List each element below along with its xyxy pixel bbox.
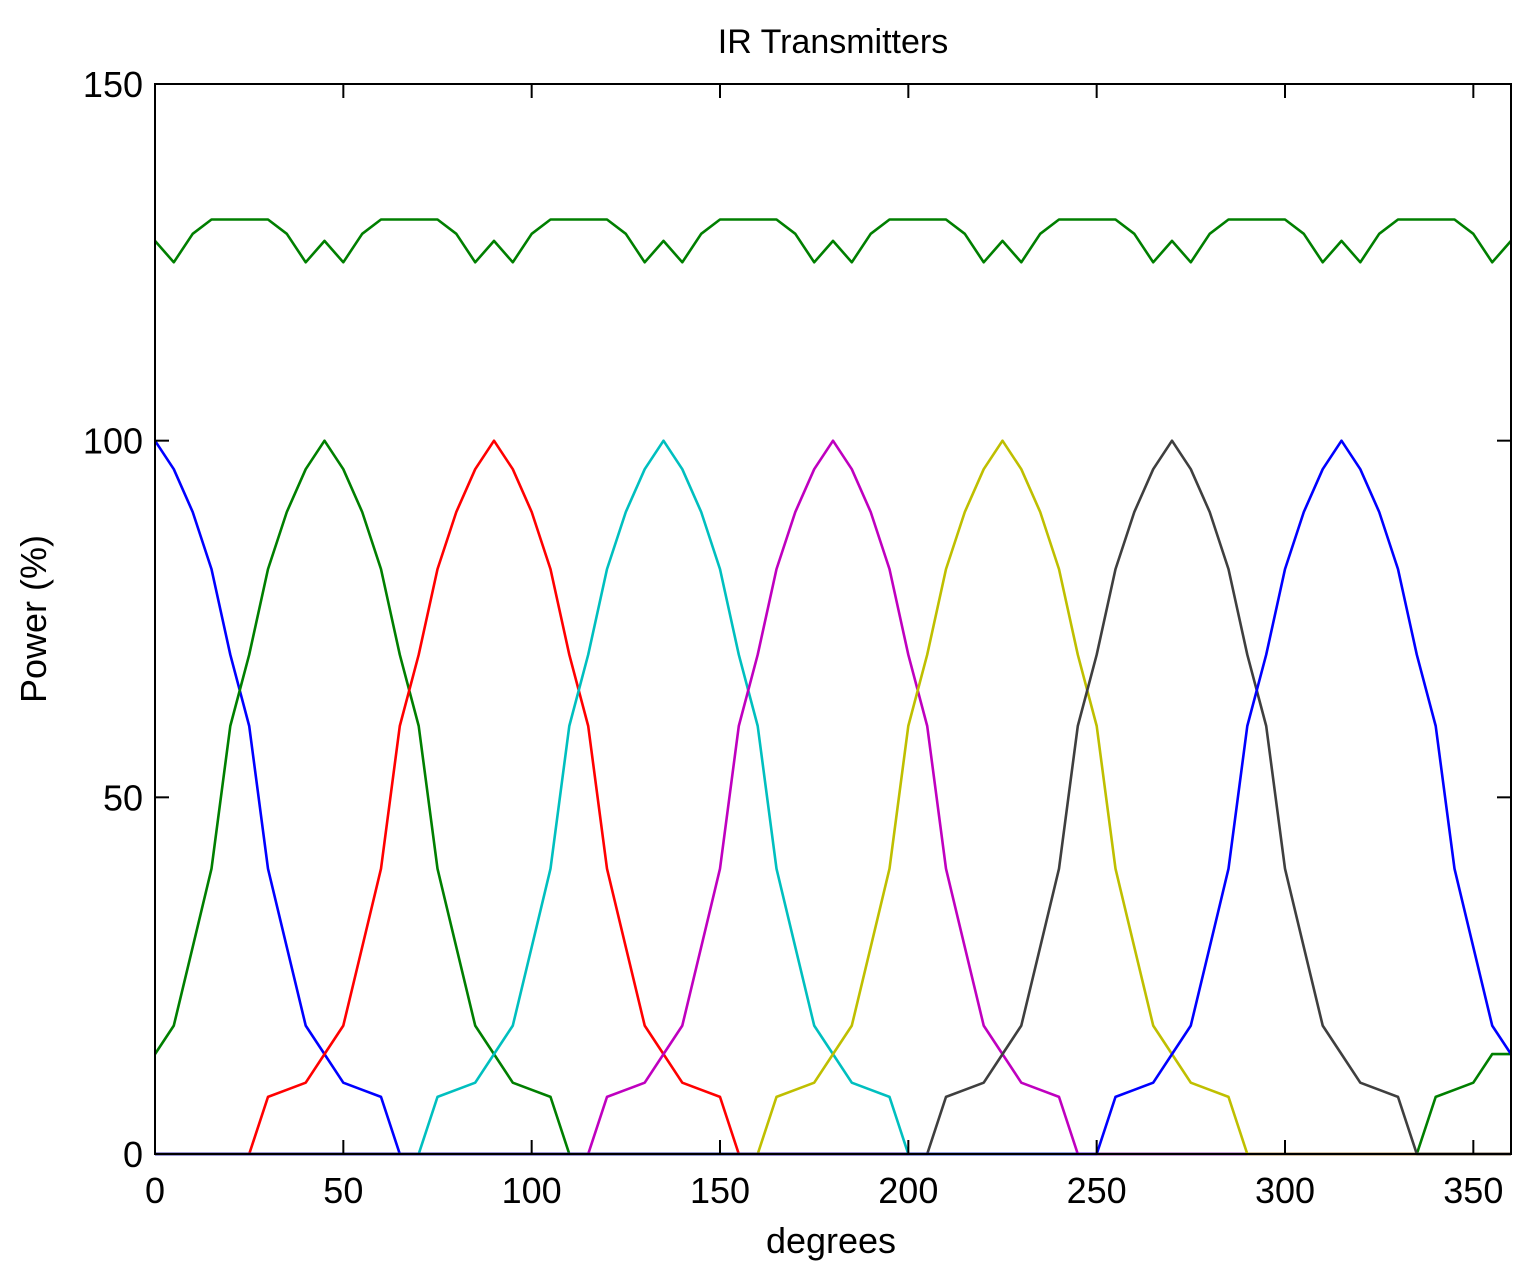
y-tick-label: 0 xyxy=(123,1134,143,1175)
x-tick-label: 200 xyxy=(878,1170,938,1211)
chart-title: IR Transmitters xyxy=(718,23,948,61)
y-tick-label: 150 xyxy=(83,64,143,105)
y-axis-title: Power (%) xyxy=(13,535,54,703)
x-axis-title: degrees xyxy=(766,1220,896,1261)
x-tick-label: 300 xyxy=(1255,1170,1315,1211)
x-tick-label: 350 xyxy=(1443,1170,1503,1211)
x-tick-label: 150 xyxy=(690,1170,750,1211)
ticks-layer: 0 50 100 150 200 250 300 350 0 50 100 150 xyxy=(83,64,1511,1211)
x-tick-label: 100 xyxy=(502,1170,562,1211)
x-tick-label: 0 xyxy=(145,1170,165,1211)
x-tick-label: 250 xyxy=(1067,1170,1127,1211)
plot-background xyxy=(155,84,1511,1154)
series-line-9 xyxy=(154,218,1512,264)
x-tick-label: 50 xyxy=(323,1170,363,1211)
y-tick-label: 50 xyxy=(103,777,143,818)
y-tick-label: 100 xyxy=(83,421,143,462)
plot-frame xyxy=(154,83,1512,1155)
